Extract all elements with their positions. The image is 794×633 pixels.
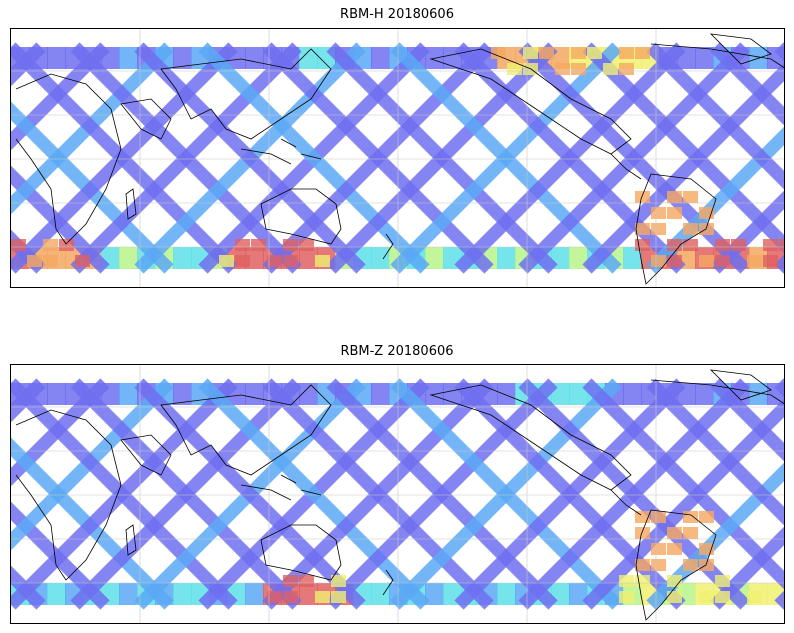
swath-layer: [11, 42, 784, 274]
panel-title-bottom: RBM-Z 20180606: [340, 344, 454, 359]
map-panel-bottom: [10, 364, 785, 624]
panel-title-top: RBM-H 20180606: [340, 7, 454, 22]
map-canvas-top: [11, 29, 784, 287]
graticule: [11, 365, 784, 623]
map-panel-top: [10, 28, 785, 288]
coastlines: [15, 369, 784, 621]
swath-layer: [11, 378, 784, 610]
coastlines: [15, 33, 784, 285]
map-canvas-bottom: [11, 365, 784, 623]
graticule: [11, 29, 784, 287]
